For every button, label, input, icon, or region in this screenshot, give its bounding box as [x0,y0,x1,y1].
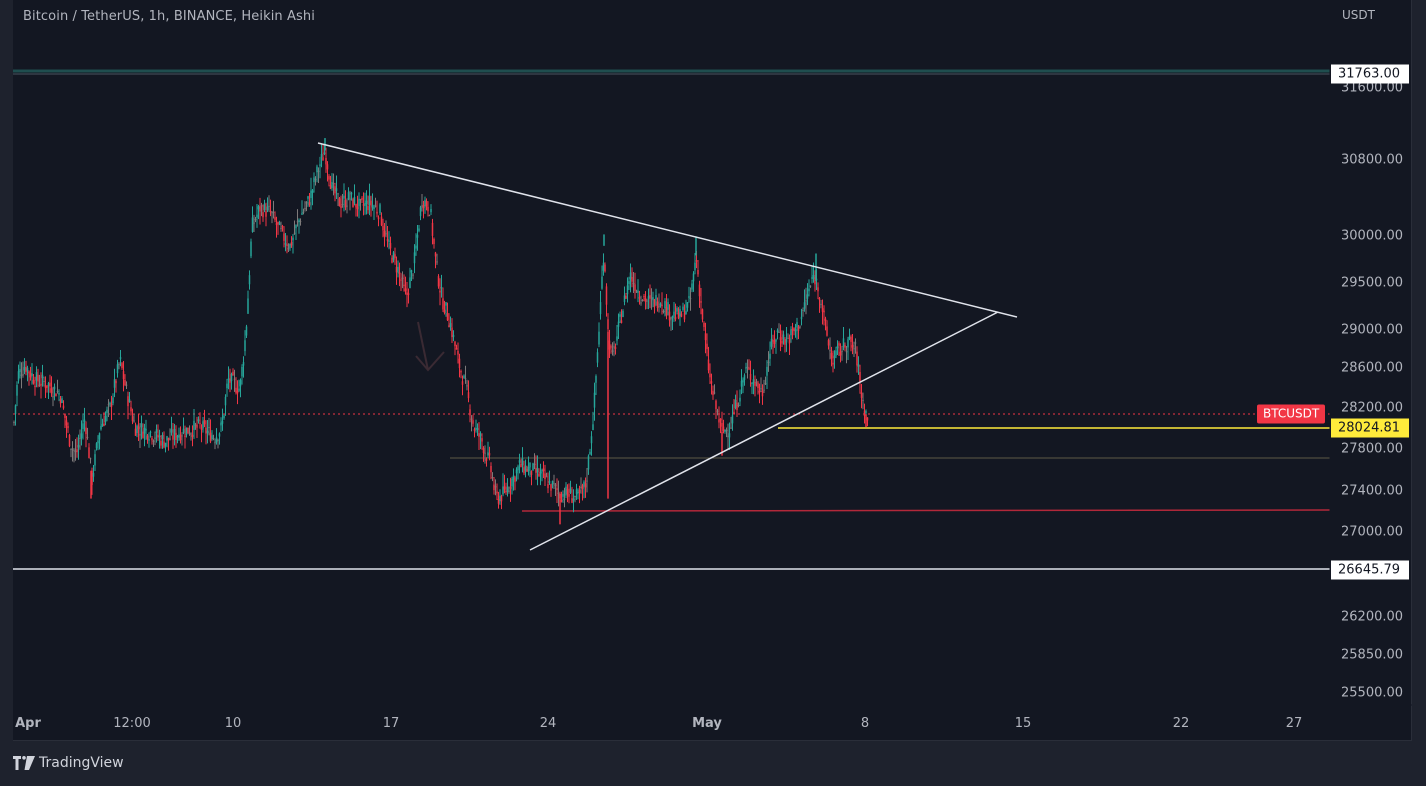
price-tick-label: 30800.00 [1341,152,1404,168]
time-tick-label: 24 [539,716,557,731]
resistance-price-label: 31763.00 [1331,64,1409,84]
ascending-trendline[interactable] [529,311,999,551]
time-tick-label: 12:00 [113,716,151,731]
price-tick-label: 25500.00 [1341,685,1404,701]
price-tick-label: 29500.00 [1341,275,1404,291]
price-tick-label: 29000.00 [1341,322,1404,338]
chart-pane[interactable] [13,0,1412,741]
time-tick-label: Apr [15,716,41,731]
time-tick-label: 15 [1014,716,1032,731]
time-tick-label: 10 [224,716,242,731]
price-tick-label: 26200.00 [1341,609,1404,625]
price-tick-label: 28600.00 [1341,360,1404,376]
time-tick-label: May [692,716,722,731]
time-tick-label: 8 [860,716,870,731]
price-tick-label: 31600.00 [1341,80,1404,96]
time-tick-label: 17 [382,716,400,731]
time-tick-label: 22 [1172,716,1190,731]
tradingview-logo-icon [13,756,35,770]
tradingview-branding[interactable]: TradingView [13,755,124,771]
currency-label: USDT [1342,8,1375,22]
down-arrow-drawing-icon[interactable] [415,321,445,372]
price-tick-label: 28200.00 [1341,400,1404,416]
heikin-ashi-candles[interactable] [13,143,869,513]
red-support-line[interactable] [521,509,1331,512]
price-tick-label: 27400.00 [1341,483,1404,499]
time-tick-label: 27 [1285,716,1303,731]
symbol-price-tag: BTCUSDT [1257,404,1326,424]
support-price-label: 26645.79 [1331,560,1409,580]
price-tick-label: 27000.00 [1341,524,1404,540]
last-price-label: 28024.81 [1331,418,1409,438]
price-tick-label: 25850.00 [1341,647,1404,663]
symbol-legend[interactable]: Bitcoin / TetherUS, 1h, BINANCE, Heikin … [23,9,315,24]
price-tick-label: 30000.00 [1341,228,1404,244]
brand-name: TradingView [39,755,124,771]
descending-trendline[interactable] [317,142,1018,318]
price-tick-label: 27800.00 [1341,441,1404,457]
